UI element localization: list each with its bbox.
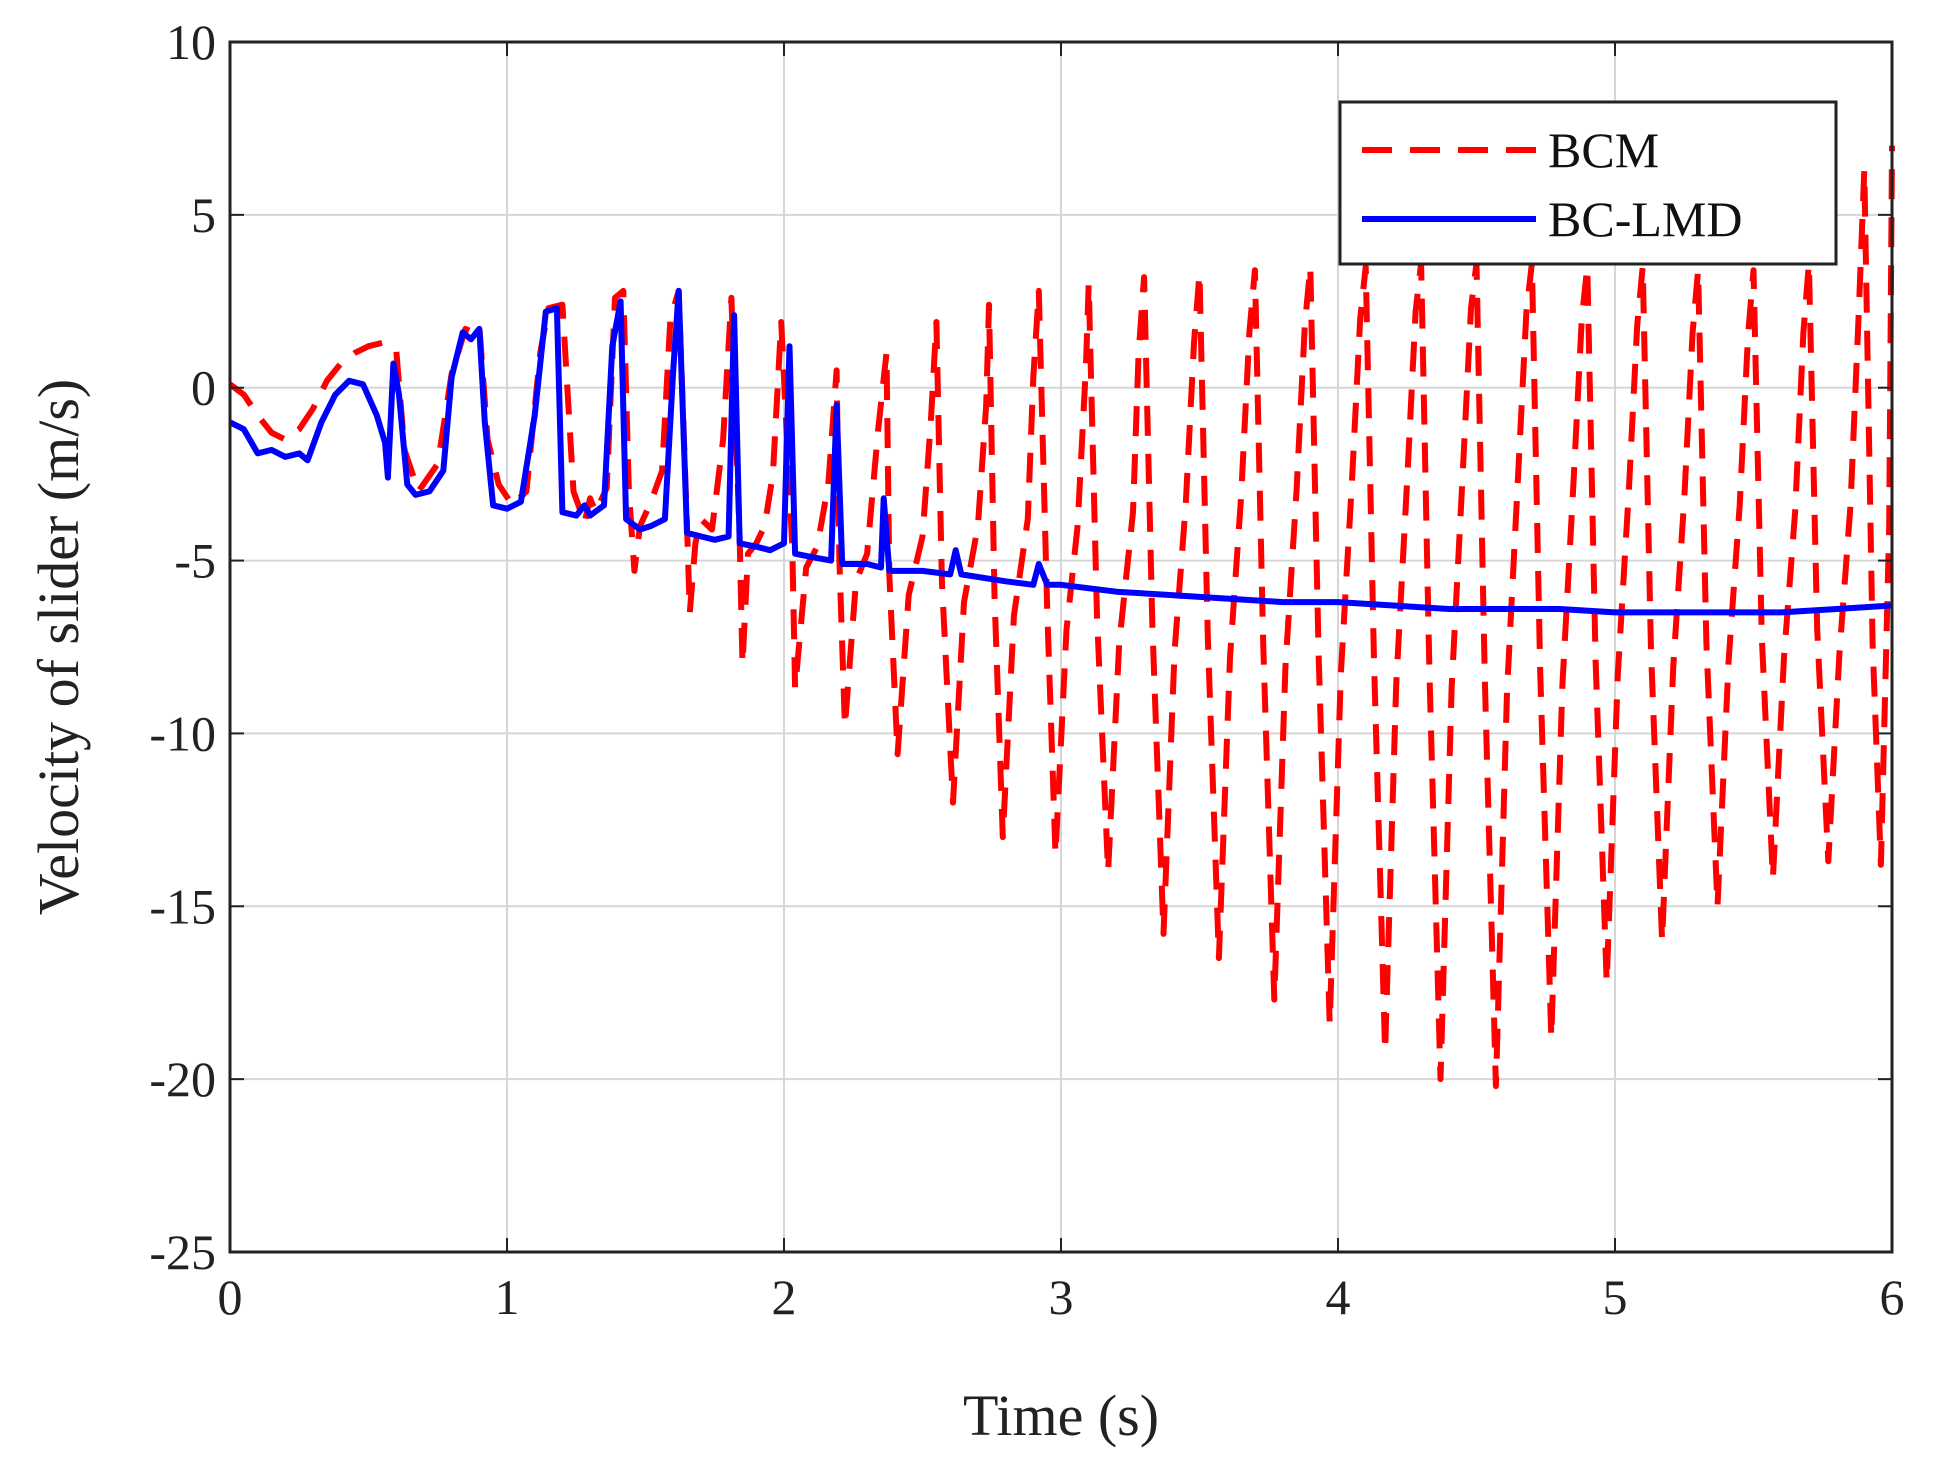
- axis-ticks: 0 1 2 3 4 5 6 -25 -20 -15 -10 -5 0 5 10: [149, 14, 1904, 1325]
- legend-label-bcm: BCM: [1548, 122, 1659, 178]
- legend-box: [1338, 100, 1838, 266]
- y-tick-label: 10: [166, 14, 216, 70]
- series-line-bcm: [228, 145, 1895, 1090]
- legend: BCM BC-LMD: [1338, 100, 1838, 266]
- y-tick-label: -20: [149, 1051, 216, 1107]
- y-tick-label: -10: [149, 705, 216, 761]
- legend-label-bc-lmd: BC-LMD: [1548, 191, 1742, 247]
- y-axis-label: Velocity of slider (m/s): [26, 379, 91, 915]
- y-tick-label: 0: [191, 360, 216, 416]
- x-tick-label: 6: [1880, 1269, 1905, 1325]
- series-layer: [228, 145, 1895, 1090]
- x-tick-label: 3: [1049, 1269, 1074, 1325]
- series-line-bc-lmd: [228, 287, 1893, 616]
- x-tick-label: 2: [772, 1269, 797, 1325]
- y-tick-label: -5: [174, 533, 216, 589]
- x-tick-label: 0: [218, 1269, 243, 1325]
- x-axis-label: Time (s): [963, 1383, 1159, 1448]
- x-tick-label: 4: [1326, 1269, 1351, 1325]
- x-tick-label: 5: [1603, 1269, 1628, 1325]
- y-tick-label: -25: [149, 1224, 216, 1280]
- y-tick-label: 5: [191, 187, 216, 243]
- grid-lines: [230, 42, 1892, 1252]
- y-tick-label: -15: [149, 878, 216, 934]
- x-tick-label: 1: [495, 1269, 520, 1325]
